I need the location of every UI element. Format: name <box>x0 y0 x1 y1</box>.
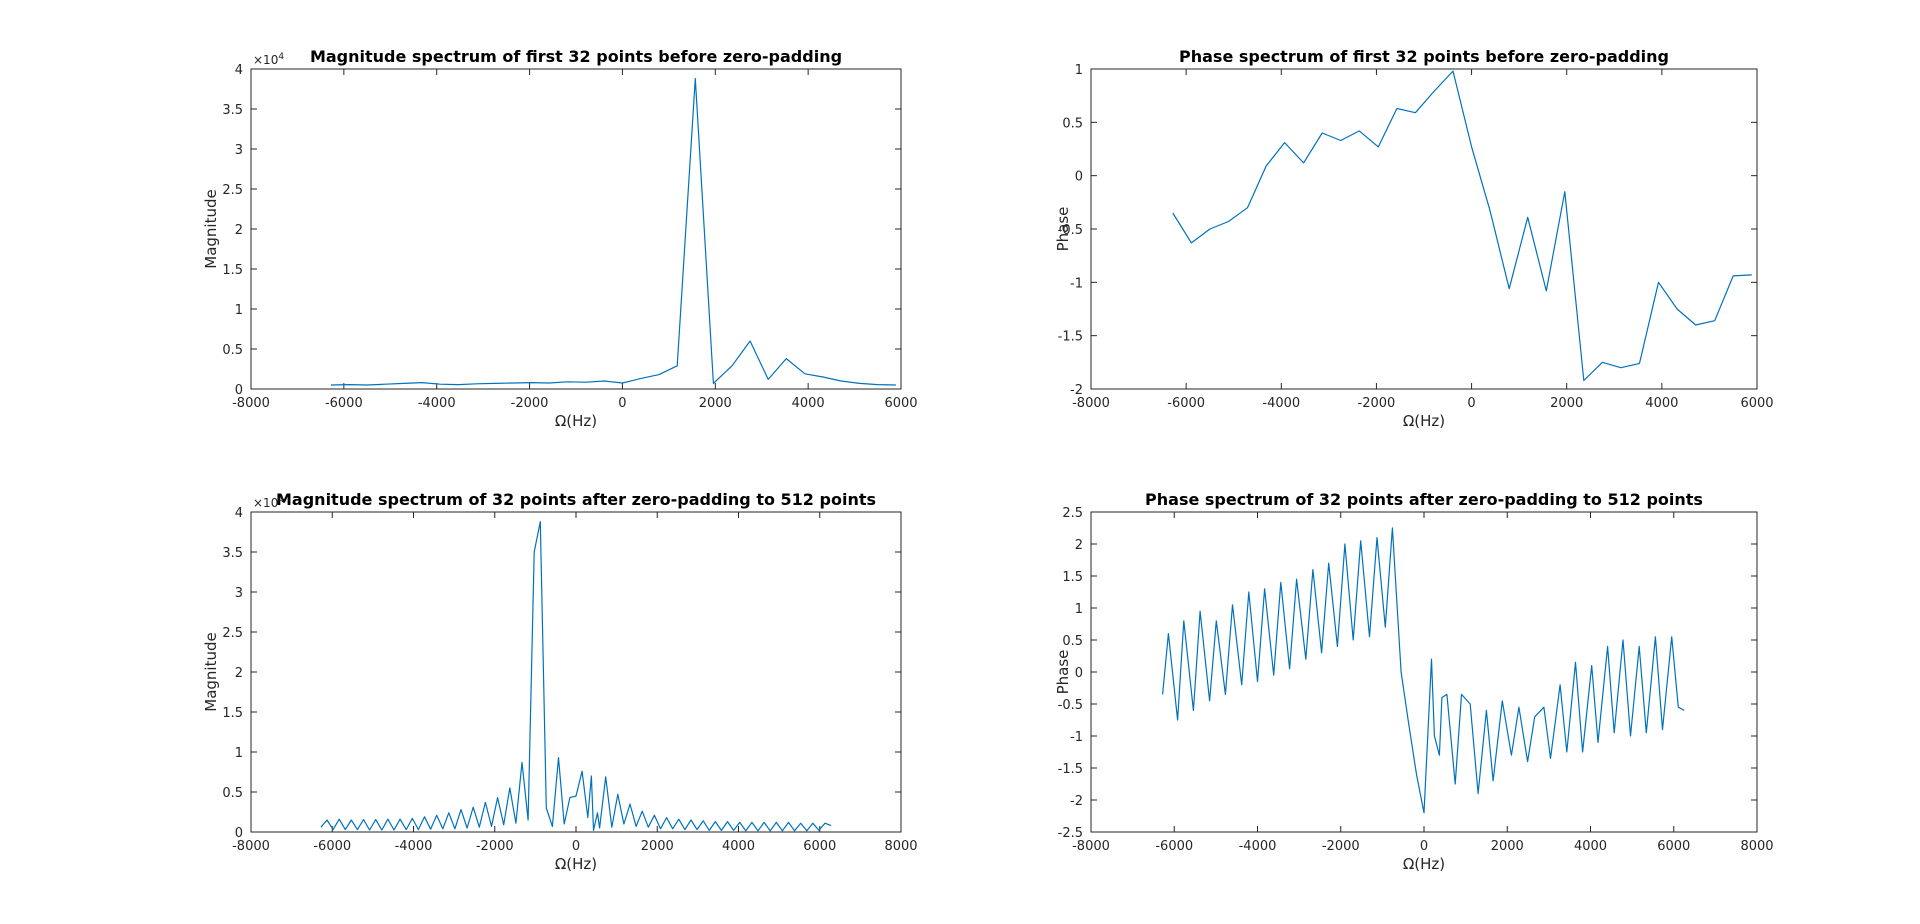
y-tick-label: 0 <box>235 826 243 841</box>
y-axis-label: Magnitude <box>202 189 220 268</box>
chart-title: Phase spectrum of 32 points after zero-p… <box>1145 490 1703 509</box>
y-tick-label: 0.5 <box>1062 634 1083 649</box>
x-tick-label: -6000 <box>325 396 363 411</box>
x-tick-label: 8000 <box>884 839 917 854</box>
x-tick-label: -2000 <box>1322 839 1360 854</box>
x-tick-label: -8000 <box>1072 396 1110 411</box>
y-axis-label: Phase <box>1054 650 1072 695</box>
y-tick-label: 3.5 <box>222 103 243 118</box>
x-tick-label: 2000 <box>1550 396 1583 411</box>
x-tick-label: 4000 <box>792 396 825 411</box>
y-tick-label: -0.5 <box>1058 223 1083 238</box>
x-tick-label: 2000 <box>699 396 732 411</box>
magnitude-after-panel: Magnitude spectrum of 32 points after ze… <box>202 490 918 873</box>
x-tick-label: 8000 <box>1740 839 1773 854</box>
x-tick-label: -8000 <box>232 839 270 854</box>
y-tick-label: -2.5 <box>1058 826 1083 841</box>
x-tick-label: 0 <box>618 396 626 411</box>
phase-after-panel: Phase spectrum of 32 points after zero-p… <box>1054 490 1774 873</box>
y-tick-label: 0.5 <box>222 786 243 801</box>
x-axis-label: Ω(Hz) <box>555 855 597 873</box>
y-tick-label: -0.5 <box>1058 698 1083 713</box>
y-tick-label: 4 <box>235 63 243 78</box>
y-tick-label: 1 <box>235 746 243 761</box>
x-tick-label: 6000 <box>1740 396 1773 411</box>
x-axis-label: Ω(Hz) <box>555 412 597 430</box>
x-tick-label: 2000 <box>641 839 674 854</box>
y-tick-label: 4 <box>235 506 243 521</box>
y-tick-label: -1 <box>1070 730 1083 745</box>
x-tick-label: 4000 <box>1645 396 1678 411</box>
y-tick-label: 1.5 <box>222 263 243 278</box>
y-tick-label: 0 <box>1075 170 1083 185</box>
x-tick-label: 0 <box>1467 396 1475 411</box>
x-tick-label: 0 <box>1420 839 1428 854</box>
y-tick-label: 3 <box>235 143 243 158</box>
y-tick-label: -2 <box>1070 794 1083 809</box>
x-tick-label: -4000 <box>395 839 433 854</box>
x-axis-label: Ω(Hz) <box>1403 855 1445 873</box>
y-axis-multiplier: ×104 <box>253 52 284 67</box>
chart-title: Phase spectrum of first 32 points before… <box>1179 47 1669 66</box>
y-tick-label: 2.5 <box>1062 506 1083 521</box>
y-tick-label: 3 <box>235 586 243 601</box>
x-tick-label: -6000 <box>1155 839 1193 854</box>
x-tick-label: 0 <box>572 839 580 854</box>
x-tick-label: -6000 <box>313 839 351 854</box>
x-tick-label: -8000 <box>232 396 270 411</box>
x-tick-label: -2000 <box>511 396 549 411</box>
y-tick-label: 1.5 <box>1062 570 1083 585</box>
x-tick-label: -2000 <box>1358 396 1396 411</box>
y-tick-label: 2 <box>1075 538 1083 553</box>
y-axis-label: Magnitude <box>202 632 220 711</box>
x-tick-label: -4000 <box>418 396 456 411</box>
series-line <box>1172 70 1752 382</box>
chart-title: Magnitude spectrum of 32 points after ze… <box>276 490 876 509</box>
y-axis-label: Phase <box>1054 207 1072 252</box>
x-tick-label: -8000 <box>1072 839 1110 854</box>
x-tick-label: 6000 <box>1657 839 1690 854</box>
phase-before-panel: Phase spectrum of first 32 points before… <box>1054 47 1774 430</box>
x-tick-label: -4000 <box>1262 396 1300 411</box>
y-tick-label: 0 <box>1075 666 1083 681</box>
y-tick-label: 3.5 <box>222 546 243 561</box>
y-tick-label: 1 <box>235 303 243 318</box>
y-tick-label: 2 <box>235 666 243 681</box>
series-line <box>1162 527 1685 814</box>
y-tick-label: -1 <box>1070 276 1083 291</box>
x-tick-label: 4000 <box>722 839 755 854</box>
series-line <box>320 520 832 832</box>
y-tick-label: 0.5 <box>222 343 243 358</box>
chart-title: Magnitude spectrum of first 32 points be… <box>310 47 842 66</box>
y-tick-label: 1 <box>1075 63 1083 78</box>
y-tick-label: 2.5 <box>222 626 243 641</box>
x-tick-label: 4000 <box>1574 839 1607 854</box>
y-tick-label: 1.5 <box>222 706 243 721</box>
y-tick-label: 2.5 <box>222 183 243 198</box>
x-tick-label: -4000 <box>1239 839 1277 854</box>
y-tick-label: -1.5 <box>1058 762 1083 777</box>
y-tick-label: 1 <box>1075 602 1083 617</box>
x-tick-label: 6000 <box>884 396 917 411</box>
x-axis-label: Ω(Hz) <box>1403 412 1445 430</box>
y-tick-label: 0.5 <box>1062 116 1083 131</box>
x-tick-label: 2000 <box>1491 839 1524 854</box>
series-line <box>330 77 896 386</box>
y-tick-label: -2 <box>1070 383 1083 398</box>
magnitude-before-panel: Magnitude spectrum of first 32 points be… <box>202 47 918 430</box>
y-tick-label: 0 <box>235 383 243 398</box>
y-axis-multiplier: ×104 <box>253 495 284 510</box>
x-tick-label: -6000 <box>1167 396 1205 411</box>
x-tick-label: -2000 <box>476 839 514 854</box>
y-tick-label: 2 <box>235 223 243 238</box>
y-tick-label: -1.5 <box>1058 330 1083 345</box>
x-tick-label: 6000 <box>803 839 836 854</box>
